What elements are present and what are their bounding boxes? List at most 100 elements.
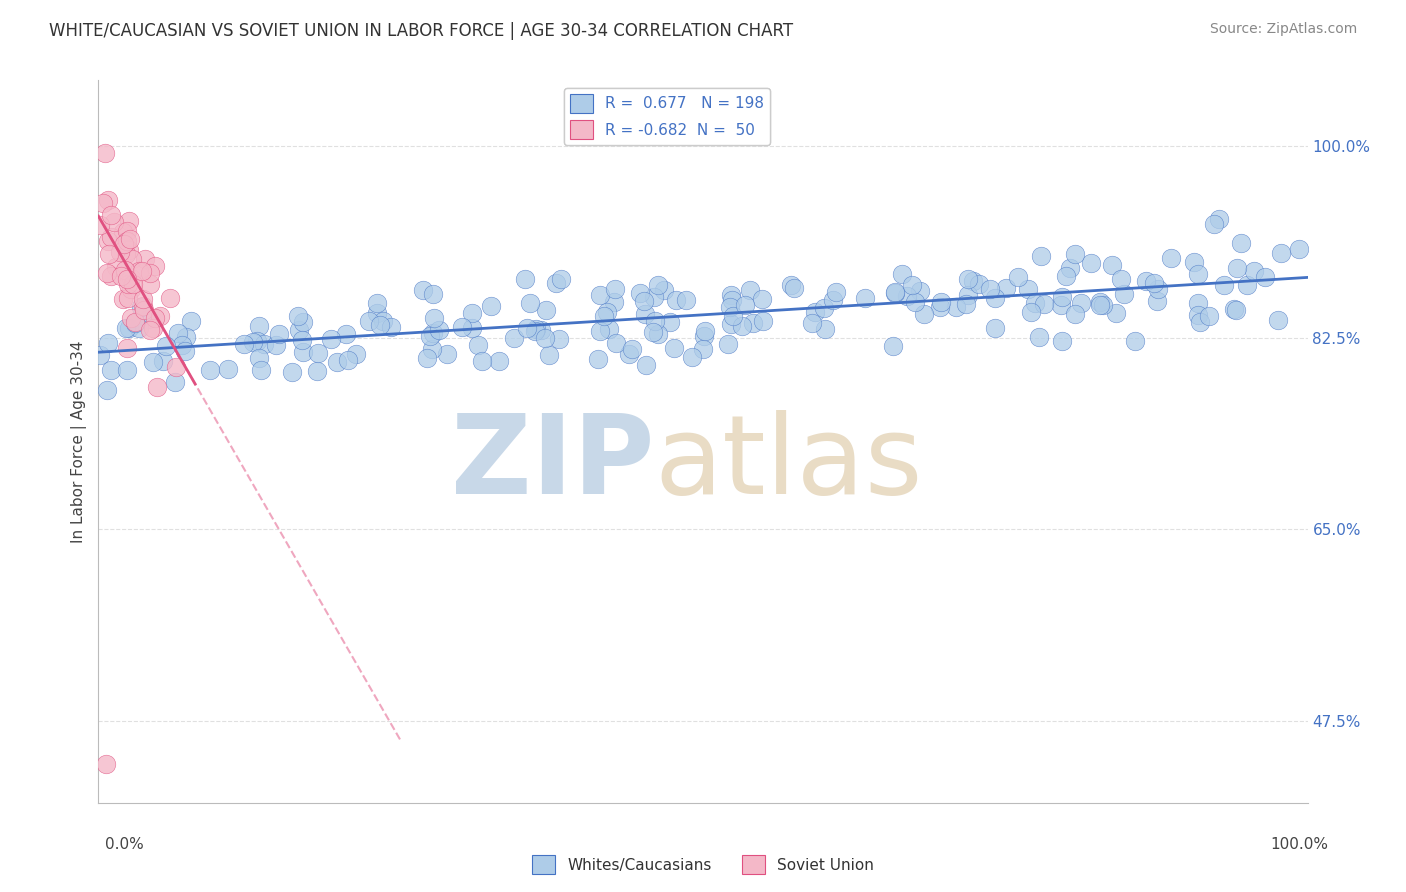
Point [100,209,122,223]
Point [249,319,271,334]
Point [488,354,510,368]
Point [1123,334,1146,348]
Point [1031,249,1053,263]
Point [929,300,952,314]
Point [1202,218,1225,232]
Point [634,358,657,372]
Point [813,321,835,335]
Point [112,293,135,307]
Point [115,321,138,335]
Point [1223,302,1246,317]
Point [983,320,1005,334]
Point [124,316,146,330]
Point [118,232,141,246]
Point [117,277,139,291]
Point [1135,274,1157,288]
Point [307,346,329,360]
Point [693,328,716,343]
Point [720,288,742,302]
Point [97,336,120,351]
Point [967,277,990,291]
Point [955,297,977,311]
Point [1088,295,1111,310]
Point [117,321,139,335]
Point [97,247,120,261]
Point [1254,269,1277,284]
Point [652,283,675,297]
Point [247,351,270,365]
Point [174,329,197,343]
Point [1208,212,1230,227]
Point [1064,247,1087,261]
Point [1288,242,1310,256]
Point [929,295,952,310]
Point [1226,261,1249,276]
Point [658,315,681,329]
Point [1114,287,1136,301]
Point [662,341,685,355]
Point [217,361,239,376]
Point [112,236,135,251]
Point [824,285,846,300]
Point [368,318,391,332]
Point [603,282,626,296]
Point [675,293,697,307]
Point [467,338,489,352]
Point [1187,308,1209,322]
Point [1070,295,1092,310]
Point [292,344,315,359]
Point [1007,270,1029,285]
Point [103,214,125,228]
Point [734,298,756,312]
Point [121,252,143,266]
Point [97,234,120,248]
Point [145,259,167,273]
Point [1147,282,1170,296]
Point [141,354,163,368]
Point [89,348,111,362]
Text: WHITE/CAUCASIAN VS SOVIET UNION IN LABOR FORCE | AGE 30-34 CORRELATION CHART: WHITE/CAUCASIAN VS SOVIET UNION IN LABOR… [49,22,793,40]
Point [100,363,122,377]
Point [131,264,153,278]
Point [523,324,546,338]
Point [550,271,572,285]
Point [530,323,553,337]
Point [681,351,703,365]
Point [146,380,169,394]
Point [1160,251,1182,265]
Point [198,363,221,377]
Point [172,338,194,352]
Point [422,310,444,325]
Point [634,307,657,321]
Point [115,234,138,248]
Point [1028,330,1050,344]
Point [139,277,162,291]
Point [717,336,740,351]
Point [586,352,609,367]
Point [644,313,666,327]
Point [104,260,127,275]
Point [524,322,547,336]
Point [1230,236,1253,251]
Point [1188,315,1211,329]
Point [114,262,136,277]
Point [152,353,174,368]
Point [359,314,381,328]
Point [143,311,166,326]
Point [117,224,139,238]
Point [287,323,309,337]
Point [665,293,688,307]
Point [957,288,980,302]
Point [89,218,111,232]
Point [110,245,132,260]
Point [984,291,1007,305]
Point [142,320,165,334]
Point [165,376,187,390]
Point [908,284,931,298]
Point [131,299,153,313]
Point [1080,256,1102,270]
Point [692,342,714,356]
Point [882,339,904,353]
Point [782,281,804,295]
Point [436,347,458,361]
